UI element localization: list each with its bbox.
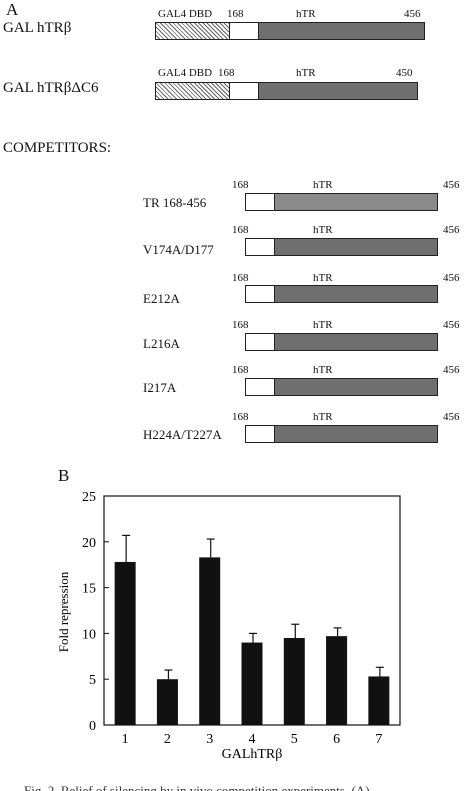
construct-name: GAL hTRβ bbox=[3, 20, 72, 36]
competitors-heading: COMPETITORS: bbox=[3, 140, 112, 156]
start-residue: 168 bbox=[232, 364, 249, 376]
htr-segment bbox=[275, 379, 437, 395]
bar bbox=[114, 561, 136, 725]
bar bbox=[368, 676, 390, 725]
x-tick-label: 4 bbox=[249, 732, 256, 747]
end-residue: 456 bbox=[443, 364, 460, 376]
x-tick-label: 2 bbox=[164, 732, 171, 747]
htr-segment bbox=[275, 239, 437, 255]
competitor-name: I217A bbox=[143, 380, 177, 395]
x-tick-label: 7 bbox=[375, 732, 382, 747]
hinge-segment bbox=[246, 334, 275, 350]
hinge-segment bbox=[246, 426, 275, 442]
region-label: hTR bbox=[313, 179, 333, 191]
construct-bar bbox=[155, 22, 425, 40]
bar bbox=[283, 637, 305, 725]
bar bbox=[241, 642, 263, 725]
start-residue: 168 bbox=[232, 272, 249, 284]
y-axis-label: Fold repression bbox=[56, 571, 71, 652]
competitor-name: H224A/T227A bbox=[143, 427, 222, 442]
hinge-segment bbox=[246, 194, 275, 210]
htr-segment bbox=[275, 286, 437, 302]
htr-segment bbox=[259, 23, 424, 39]
region-label: hTR bbox=[313, 364, 333, 376]
start-residue: 168 bbox=[218, 67, 235, 79]
hinge-segment bbox=[230, 23, 259, 39]
y-tick-label: 5 bbox=[89, 673, 96, 688]
end-residue: 456 bbox=[443, 272, 460, 284]
competitor-name: L216A bbox=[143, 336, 180, 351]
y-tick-label: 10 bbox=[82, 627, 96, 642]
construct-bar bbox=[155, 82, 418, 100]
start-residue: 168 bbox=[232, 224, 249, 236]
x-tick-label: 3 bbox=[206, 732, 213, 747]
bar-series bbox=[114, 534, 390, 725]
bar bbox=[156, 679, 178, 725]
dbd-label: GAL4 DBD bbox=[158, 67, 213, 79]
competitor-bar bbox=[245, 238, 438, 256]
end-residue: 456 bbox=[443, 319, 460, 331]
htr-segment bbox=[259, 83, 417, 99]
hinge-segment bbox=[246, 379, 275, 395]
hinge-segment bbox=[246, 239, 275, 255]
competitor-bar bbox=[245, 425, 438, 443]
dbd-segment bbox=[156, 23, 230, 39]
region-label: hTR bbox=[313, 319, 333, 331]
start-residue: 168 bbox=[232, 179, 249, 191]
dbd-segment bbox=[156, 83, 230, 99]
x-axis-label: GALhTRβ bbox=[222, 747, 283, 762]
figure-caption-fragment: Fig. 2. Relief of silencing by in vivo c… bbox=[24, 783, 370, 791]
end-residue: 456 bbox=[443, 224, 460, 236]
competitor-bar bbox=[245, 378, 438, 396]
end-residue: 456 bbox=[404, 8, 421, 20]
panel-b-letter: B bbox=[58, 466, 70, 485]
panel-a-letter: A bbox=[6, 0, 19, 19]
competitor-bar bbox=[245, 193, 438, 211]
dbd-label: GAL4 DBD bbox=[158, 8, 213, 20]
competitor-bar bbox=[245, 285, 438, 303]
competitor-bar bbox=[245, 333, 438, 351]
construct-name: GAL hTRβΔC6 bbox=[3, 80, 99, 96]
bar bbox=[326, 636, 348, 725]
region-label: hTR bbox=[296, 67, 316, 79]
x-tick-label: 1 bbox=[122, 732, 129, 747]
end-residue: 456 bbox=[443, 411, 460, 423]
start-residue: 168 bbox=[232, 411, 249, 423]
start-residue: 168 bbox=[232, 319, 249, 331]
fold-repression-chart: 0 5 10 15 20 25 1 2 3 4 5 6 7 Fold repression GALhTR… bbox=[56, 490, 401, 762]
y-tick-label: 25 bbox=[82, 490, 96, 505]
bar bbox=[199, 557, 221, 725]
region-label: hTR bbox=[296, 8, 316, 20]
y-tick-label: 20 bbox=[82, 536, 96, 551]
y-tick-label: 0 bbox=[89, 719, 96, 734]
chart-labels: Fold repression GALhTRβ bbox=[56, 571, 282, 762]
competitor-name: V174A/D177 bbox=[143, 242, 214, 257]
x-tick-label: 6 bbox=[333, 732, 340, 747]
competitor-name: E212A bbox=[143, 291, 180, 306]
region-label: hTR bbox=[313, 224, 333, 236]
hinge-segment bbox=[230, 83, 259, 99]
competitor-name: TR 168-456 bbox=[143, 195, 207, 210]
start-residue: 168 bbox=[227, 8, 244, 20]
hinge-segment bbox=[246, 286, 275, 302]
region-label: hTR bbox=[313, 272, 333, 284]
htr-segment bbox=[275, 426, 437, 442]
end-residue: 450 bbox=[396, 67, 413, 79]
x-tick-label: 5 bbox=[291, 732, 298, 747]
region-label: hTR bbox=[313, 411, 333, 423]
htr-segment bbox=[275, 334, 437, 350]
y-tick-label: 15 bbox=[82, 582, 96, 597]
end-residue: 456 bbox=[443, 179, 460, 191]
htr-segment bbox=[275, 194, 437, 210]
